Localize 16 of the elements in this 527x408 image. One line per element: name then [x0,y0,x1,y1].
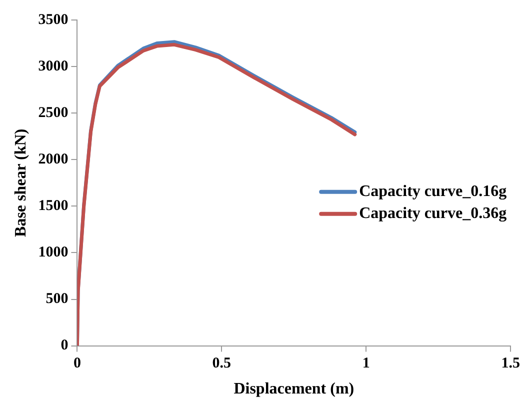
y-tick-label: 3000 [38,58,68,74]
y-tick-label: 3500 [38,12,68,28]
y-tick-label: 2500 [38,104,68,121]
x-tick-label: 1 [362,356,370,372]
y-tick-label: 2000 [38,152,68,168]
y-tick-label: 1000 [38,244,68,261]
x-tick-label: 0 [73,356,81,372]
legend-label: Capacity curve_0.36g [359,205,507,222]
x-tick-label: 1.5 [501,356,520,372]
y-tick-label: 500 [46,291,68,308]
y-tick-label: 0 [60,338,68,354]
y-tick-label: 1500 [38,198,68,214]
y-axis-title: Base shear (kN) [12,128,30,237]
legend-label: Capacity curve_0.16g [359,183,507,200]
x-tick-label: 0.5 [212,356,232,372]
x-axis-title: Displacement (m) [234,380,354,398]
